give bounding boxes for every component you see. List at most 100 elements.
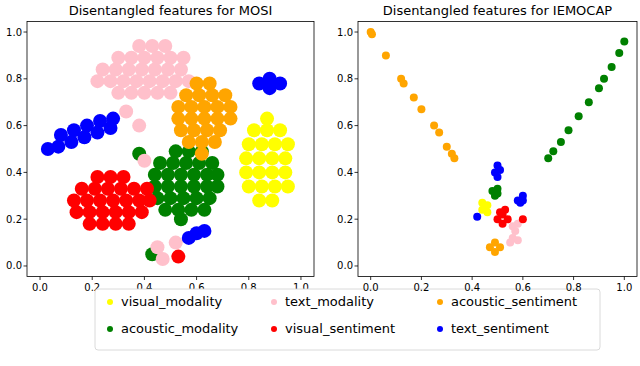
point	[197, 203, 211, 217]
point	[265, 165, 279, 179]
point	[171, 112, 185, 126]
point	[435, 129, 443, 137]
point	[137, 154, 151, 168]
point	[124, 51, 138, 65]
point	[585, 98, 593, 106]
legend-label: visual_modality	[121, 294, 223, 309]
x-tick-label: 0.2	[413, 282, 429, 293]
series-points: acoustic_sentiment	[171, 76, 237, 160]
x-tick	[248, 277, 249, 281]
point	[519, 196, 527, 204]
point	[156, 252, 170, 266]
point	[161, 179, 175, 193]
point	[111, 51, 125, 65]
x-tick-label: 0.0	[363, 282, 379, 293]
background	[0, 0, 640, 366]
point	[268, 179, 282, 193]
legend-marker	[107, 299, 113, 305]
y-tick	[355, 219, 359, 220]
point	[132, 119, 146, 133]
legend-label: text_modality	[285, 294, 374, 309]
point	[273, 123, 287, 137]
point	[96, 217, 110, 231]
x-tick	[196, 277, 197, 281]
point	[506, 239, 514, 247]
point	[544, 154, 552, 162]
y-tick-label: 1.0	[6, 27, 22, 38]
x-tick	[300, 277, 301, 281]
point	[171, 250, 185, 264]
point	[77, 130, 91, 144]
point	[260, 112, 274, 126]
axes-frame	[358, 22, 637, 277]
x-tick	[573, 277, 574, 281]
point	[174, 179, 188, 193]
y-tick-label: 0.2	[6, 214, 22, 225]
y-tick	[355, 32, 359, 33]
point	[265, 193, 279, 207]
point	[273, 76, 287, 90]
series-points: visual_sentiment	[494, 206, 527, 228]
point	[169, 236, 183, 250]
y-tick-label: 0.2	[337, 214, 353, 225]
x-tick-label: 0.0	[32, 282, 48, 293]
x-tick	[522, 277, 523, 281]
y-tick	[24, 78, 28, 79]
point	[187, 179, 201, 193]
series-points: text_sentiment	[41, 72, 287, 245]
series-points: text_modality	[506, 220, 522, 247]
point	[450, 154, 458, 162]
point	[137, 86, 151, 100]
point	[252, 193, 266, 207]
point	[501, 206, 509, 214]
point	[109, 217, 123, 231]
point	[595, 84, 603, 92]
point	[443, 143, 451, 151]
point	[208, 135, 222, 149]
figure: Disentangled features for MOSIvisual_mod…	[0, 0, 640, 366]
point	[210, 179, 224, 193]
point	[255, 137, 269, 151]
point	[499, 220, 507, 228]
point	[224, 112, 238, 126]
legend-label: visual_sentiment	[285, 321, 395, 336]
legend-marker	[437, 299, 443, 305]
x-tick	[421, 277, 422, 281]
point	[410, 94, 418, 102]
plot-area: visual_modalityacoustic_modalitytext_mod…	[41, 39, 295, 266]
point	[67, 193, 81, 207]
point	[119, 193, 133, 207]
point	[210, 112, 224, 126]
point	[265, 151, 279, 165]
y-tick-label: 0.0	[6, 260, 22, 271]
point	[93, 193, 107, 207]
legend-box	[95, 289, 600, 350]
point	[519, 215, 527, 223]
point	[169, 144, 183, 158]
point	[137, 51, 151, 65]
point	[174, 123, 188, 137]
point	[122, 217, 136, 231]
y-tick	[355, 172, 359, 173]
point	[481, 203, 489, 211]
point	[106, 112, 120, 126]
y-tick	[24, 265, 28, 266]
x-tick	[624, 277, 625, 281]
legend: visual_modality acoustic_modality text_mod…	[95, 289, 600, 350]
series-points: acoustic_sentiment	[367, 28, 504, 256]
point	[197, 112, 211, 126]
series-points: visual_modality	[239, 112, 295, 208]
y-tick	[24, 219, 28, 220]
point	[174, 212, 188, 226]
y-tick	[355, 78, 359, 79]
point	[184, 203, 198, 217]
point	[494, 173, 502, 181]
y-tick	[24, 125, 28, 126]
y-tick-label: 0.8	[337, 73, 353, 84]
y-tick-label: 0.4	[6, 167, 22, 178]
point	[150, 51, 164, 65]
legend-marker	[437, 326, 443, 332]
point	[106, 193, 120, 207]
legend-label: acoustic_modality	[121, 321, 239, 336]
point	[417, 105, 425, 113]
